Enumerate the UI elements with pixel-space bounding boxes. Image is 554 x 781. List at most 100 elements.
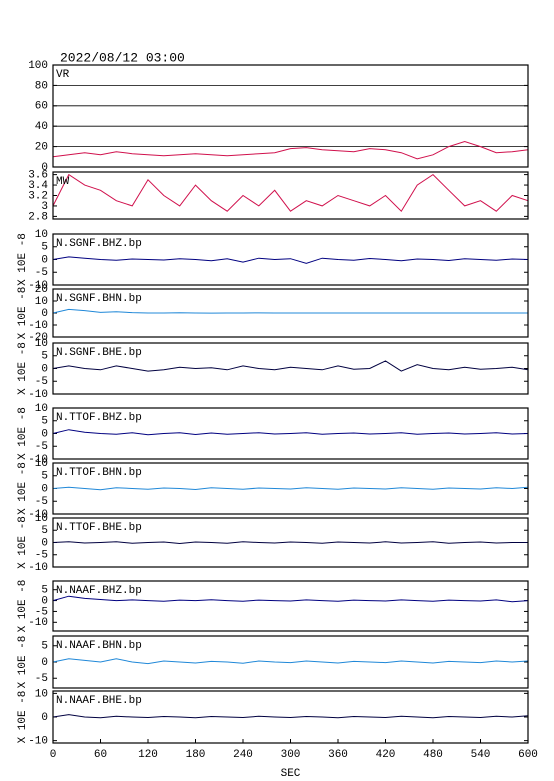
y-tick-label: 60: [35, 101, 48, 113]
y-tick-label: 10: [35, 229, 48, 241]
panel-title: N.SGNF.BHZ.bp: [56, 238, 142, 250]
panel-frame: [52, 233, 529, 286]
panel-title: N.NAAF.BHE.bp: [56, 695, 142, 707]
y-tick-label: 0: [41, 308, 48, 320]
y-tick-label: 0: [41, 363, 48, 375]
y-tick-label: -5: [35, 441, 48, 453]
y-tick-label: 0: [41, 162, 48, 174]
y-axis-label: X 10E -8: [17, 287, 29, 340]
waveform: [52, 140, 529, 160]
y-tick-label: -10: [28, 736, 48, 748]
panel-title: N.NAAF.BHZ.bp: [56, 585, 142, 597]
panel-frame: [52, 64, 529, 168]
waveform: [52, 595, 529, 603]
panel-title: N.NAAF.BHN.bp: [56, 640, 142, 652]
y-tick-label: -5: [35, 496, 48, 508]
waveform: [52, 486, 529, 491]
y-tick-label: 10: [35, 513, 48, 525]
y-tick-label: 5: [41, 471, 48, 483]
y-tick-label: 10: [35, 296, 48, 308]
panel-title: N.TTOF.BHN.bp: [56, 467, 142, 479]
x-tick-label: 540: [471, 749, 491, 761]
x-tick-label: 300: [281, 749, 301, 761]
x-tick-label: 600: [518, 749, 538, 761]
x-tick-label: 420: [376, 749, 396, 761]
x-tick-label: 480: [423, 749, 443, 761]
waveform: [52, 308, 528, 314]
y-tick-label: 80: [35, 80, 48, 92]
y-tick-label: 20: [35, 284, 48, 296]
y-tick-label: -5: [35, 267, 48, 279]
waveform: [52, 541, 528, 545]
y-tick-label: 2.8: [28, 211, 48, 223]
waveform: [52, 429, 529, 436]
y-tick-label: 5: [41, 641, 48, 653]
panel-frame: [52, 407, 529, 460]
panel-frame: [52, 580, 529, 632]
y-tick-label: -20: [28, 332, 48, 344]
y-tick-label: 5: [41, 525, 48, 537]
y-tick-label: -10: [28, 454, 48, 466]
y-tick-label: -10: [28, 617, 48, 629]
y-axis-label: X 10E -8: [17, 691, 29, 744]
y-tick-label: -10: [28, 320, 48, 332]
y-axis-label: X 10E -8: [17, 516, 29, 569]
y-tick-label: 3.6: [28, 170, 48, 182]
y-tick-label: 0: [41, 712, 48, 724]
panel-title: MW: [56, 176, 70, 188]
y-axis-label: X 10E -8: [17, 636, 29, 689]
y-tick-label: 3.4: [28, 180, 48, 192]
x-tick-label: 0: [50, 749, 57, 761]
y-tick-label: -5: [35, 550, 48, 562]
y-tick-label: 10: [35, 338, 48, 350]
y-tick-label: 0: [41, 254, 48, 266]
panel-frame: [52, 462, 529, 515]
panel-frame: [52, 342, 529, 395]
x-tick-label: 240: [233, 749, 253, 761]
x-tick-label: 120: [138, 749, 158, 761]
y-tick-label: 0: [41, 537, 48, 549]
y-tick-label: 5: [41, 585, 48, 597]
waveform: [52, 360, 529, 372]
panel-frame: [52, 635, 529, 689]
x-tick-label: 180: [186, 749, 206, 761]
panel-title: VR: [56, 69, 70, 81]
y-tick-label: 0: [41, 657, 48, 669]
y-tick-label: -5: [35, 376, 48, 388]
y-tick-label: 10: [35, 688, 48, 700]
y-axis-label: X 10E -8: [17, 342, 29, 395]
waveform: [52, 256, 529, 264]
y-tick-label: 3: [41, 201, 48, 213]
y-tick-label: 5: [41, 351, 48, 363]
y-tick-label: 10: [35, 403, 48, 415]
panel-title: N.SGNF.BHN.bp: [56, 293, 142, 305]
x-axis-label: SEC: [281, 768, 301, 780]
y-tick-label: -10: [28, 280, 48, 292]
y-axis-label: X 10E -8: [17, 233, 29, 286]
y-tick-label: 10: [35, 458, 48, 470]
y-axis-label: X 10E -8: [17, 580, 29, 633]
panel-title: N.TTOF.BHE.bp: [56, 522, 142, 534]
chart-header: 2022/08/12 03:00: [60, 50, 185, 65]
waveform: [52, 173, 529, 213]
y-tick-label: 3.2: [28, 190, 48, 202]
y-axis-label: X 10E -8: [17, 462, 29, 515]
y-tick-label: 0: [41, 428, 48, 440]
y-tick-label: -10: [28, 562, 48, 574]
panel-frame: [52, 517, 529, 568]
y-tick-label: 5: [41, 242, 48, 254]
y-tick-label: 100: [28, 60, 48, 72]
y-tick-label: -5: [35, 606, 48, 618]
y-tick-label: -10: [28, 509, 48, 521]
y-tick-label: 0: [41, 483, 48, 495]
y-tick-label: -5: [35, 673, 48, 685]
y-tick-label: 20: [35, 142, 48, 154]
waveform: [52, 714, 529, 719]
y-tick-label: 5: [41, 416, 48, 428]
panel-title: N.SGNF.BHE.bp: [56, 347, 142, 359]
x-tick-label: 60: [94, 749, 107, 761]
panel-frame: [52, 171, 529, 220]
x-tick-label: 360: [328, 749, 348, 761]
y-tick-label: 40: [35, 121, 48, 133]
